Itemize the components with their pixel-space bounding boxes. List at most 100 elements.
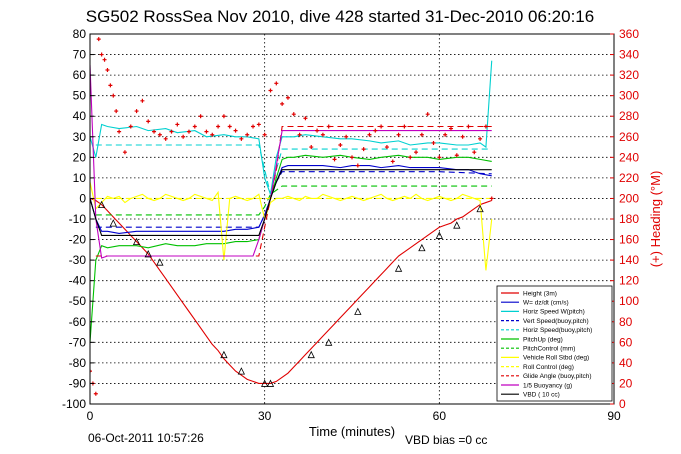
footer-vbd-bias: VBD bias =0 cc — [405, 433, 487, 447]
height-triangle-marker — [109, 219, 117, 227]
legend-label: Vert Speed(buoy,pitch) — [523, 318, 589, 325]
legend-box — [496, 285, 613, 402]
heading-point — [163, 136, 168, 141]
heading-point — [460, 134, 465, 139]
y-tick-label: 60 — [73, 68, 87, 82]
series-heading — [90, 37, 494, 396]
y-tick-label: 20 — [73, 150, 87, 164]
heading-point — [245, 132, 250, 137]
legend-label: Roll Control (deg) — [523, 364, 574, 371]
y2-tick-label: 40 — [619, 356, 633, 370]
heading-point — [309, 145, 314, 150]
heading-point — [152, 129, 157, 134]
series-horiz-speed-buoy-pitch — [95, 144, 492, 195]
y-tick-label: 30 — [73, 130, 87, 144]
heading-point — [274, 81, 279, 86]
heading-point — [105, 67, 110, 72]
height-triangle-marker — [354, 307, 362, 315]
height-triangle-marker — [261, 379, 269, 387]
y-tick-label: -60 — [69, 315, 87, 329]
heading-point — [448, 126, 453, 131]
heading-point — [146, 119, 151, 124]
series-pitchup-deg — [90, 154, 492, 343]
heading-point — [466, 124, 471, 129]
heading-point — [285, 95, 290, 100]
height-triangle-marker — [156, 258, 164, 266]
y-tick-label: 10 — [73, 171, 87, 185]
heading-point — [169, 129, 174, 134]
y-tick-label: -100 — [62, 397, 86, 411]
heading-point — [443, 132, 448, 137]
heading-point — [90, 369, 92, 374]
heading-point — [367, 132, 372, 137]
legend-label: Glide Angle (buoy,pitch) — [523, 373, 592, 380]
y2-tick-label: 120 — [619, 274, 639, 288]
legend-label: Height (3m) — [523, 290, 557, 297]
heading-point — [419, 132, 424, 137]
y2-tick-label: 180 — [619, 212, 639, 226]
legend-label: VBD ( 10 cc) — [523, 392, 560, 399]
heading-point — [332, 157, 337, 162]
series-1-5-buoyancy-g — [90, 64, 492, 259]
heading-point — [233, 128, 238, 133]
y2-tick-label: 300 — [619, 89, 639, 103]
height-triangle-marker — [418, 243, 426, 252]
y2-tick-label: 240 — [619, 150, 639, 164]
heading-point — [256, 122, 261, 127]
y2-tick-label: 60 — [619, 335, 633, 349]
axis-ticks: 0 30 60 9080706050403020100-10-20-30-40-50-… — [62, 27, 639, 423]
heading-point — [355, 163, 360, 168]
heading-point — [373, 128, 378, 133]
x-tick-label: 0 — [87, 409, 94, 423]
height-triangle-marker — [394, 264, 403, 272]
legend-label: Horiz Speed W(pitch) — [523, 309, 585, 316]
height-triangle-marker — [97, 200, 106, 209]
y2-tick-label: 340 — [619, 48, 639, 62]
heading-point — [175, 122, 180, 127]
footer-timestamp: 06-Oct-2011 10:57:26 — [88, 431, 204, 445]
heading-point — [99, 52, 104, 57]
heading-point — [122, 150, 127, 155]
heading-point — [134, 109, 139, 114]
y-tick-label: -50 — [69, 294, 87, 308]
heading-point — [384, 145, 389, 150]
y-tick-label: -90 — [69, 376, 87, 390]
y-tick-label: -70 — [69, 335, 87, 349]
height-triangle-marker — [220, 350, 228, 359]
height-triangle-marker — [132, 237, 141, 246]
heading-point — [326, 124, 331, 129]
heading-point — [227, 124, 232, 129]
heading-point — [210, 132, 215, 137]
y-tick-label: -20 — [69, 233, 87, 247]
heading-point — [408, 155, 413, 160]
heading-point — [414, 150, 419, 155]
legend-label: 1/5 Buoyancy (g) — [523, 382, 572, 389]
y2-tick-label: 220 — [619, 171, 639, 185]
heading-point — [291, 112, 296, 117]
y-tick-label: 70 — [73, 48, 87, 62]
y2-tick-label: 160 — [619, 233, 639, 247]
height-triangle-marker — [325, 338, 333, 346]
height-triangle-marker — [435, 231, 443, 239]
legend-label: Horiz Speed(buoy,pitch) — [523, 327, 592, 334]
x-tick-label: 60 — [433, 409, 447, 423]
legend-label: PitchUp (deg) — [523, 336, 563, 343]
chart-title: SG502 RossSea Nov 2010, dive 428 started… — [86, 7, 594, 26]
heading-point — [478, 136, 483, 141]
heading-point — [251, 124, 256, 129]
heading-point — [396, 132, 401, 137]
y2-tick-label: 320 — [619, 68, 639, 82]
x-axis-label: Time (minutes) — [309, 424, 395, 439]
height-triangle-marker — [237, 367, 246, 375]
x-tick-label: 30 — [258, 409, 272, 423]
heading-point — [216, 124, 221, 129]
heading-point — [431, 140, 436, 145]
y2-tick-label: 100 — [619, 294, 639, 308]
heading-point — [472, 150, 477, 155]
height-triangle-marker — [476, 204, 484, 213]
height-triangle-marker — [266, 379, 275, 387]
y2-tick-label: 0 — [619, 397, 626, 411]
y-axis-right-label: (+) Heading (°M) — [648, 171, 663, 268]
heading-point — [96, 37, 101, 42]
series-vbd-10-cc — [90, 169, 492, 236]
